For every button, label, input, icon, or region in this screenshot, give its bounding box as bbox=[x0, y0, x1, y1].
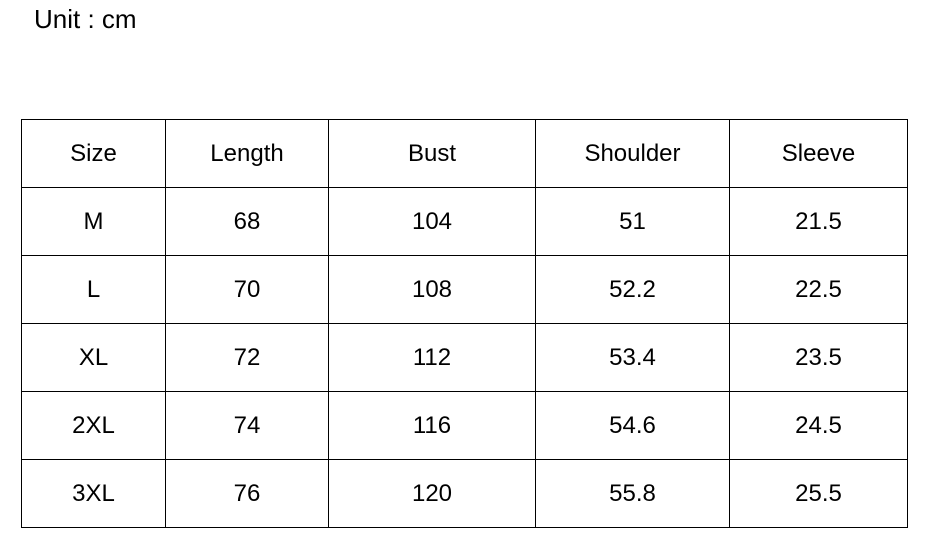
table-cell: 21.5 bbox=[729, 187, 908, 256]
header-row: Size Length Bust Shoulder Sleeve bbox=[21, 119, 908, 188]
size-chart-table: Size Length Bust Shoulder Sleeve M 68 104 51 21.5… bbox=[21, 119, 908, 528]
table-cell: 22.5 bbox=[729, 255, 908, 324]
table-cell: 51 bbox=[535, 187, 730, 256]
table-cell: 68 bbox=[165, 187, 329, 256]
unit-label: Unit : cm bbox=[34, 4, 137, 34]
header-cell: Size bbox=[21, 119, 166, 188]
table-cell: 25.5 bbox=[729, 459, 908, 528]
table-cell: XL bbox=[21, 323, 166, 392]
table-cell: 24.5 bbox=[729, 391, 908, 460]
table-cell: 72 bbox=[165, 323, 329, 392]
table-cell: 53.4 bbox=[535, 323, 730, 392]
table-cell: 74 bbox=[165, 391, 329, 460]
table-row: M 68 104 51 21.5 bbox=[21, 187, 908, 256]
header-cell: Shoulder bbox=[535, 119, 730, 188]
table-row: 2XL 74 116 54.6 24.5 bbox=[21, 391, 908, 460]
table-cell: M bbox=[21, 187, 166, 256]
table-row: XL 72 112 53.4 23.5 bbox=[21, 323, 908, 392]
header-cell: Sleeve bbox=[729, 119, 908, 188]
table-cell: L bbox=[21, 255, 166, 324]
table-cell: 112 bbox=[328, 323, 536, 392]
table-cell: 104 bbox=[328, 187, 536, 256]
table-cell: 76 bbox=[165, 459, 329, 528]
table-cell: 52.2 bbox=[535, 255, 730, 324]
table-cell: 116 bbox=[328, 391, 536, 460]
table-cell: 120 bbox=[328, 459, 536, 528]
table-cell: 3XL bbox=[21, 459, 166, 528]
table-row: L 70 108 52.2 22.5 bbox=[21, 255, 908, 324]
header-cell: Length bbox=[165, 119, 329, 188]
table-cell: 54.6 bbox=[535, 391, 730, 460]
table-row: 3XL 76 120 55.8 25.5 bbox=[21, 459, 908, 528]
table-cell: 70 bbox=[165, 255, 329, 324]
table-cell: 55.8 bbox=[535, 459, 730, 528]
table-cell: 23.5 bbox=[729, 323, 908, 392]
table-cell: 108 bbox=[328, 255, 536, 324]
header-cell: Bust bbox=[328, 119, 536, 188]
table-cell: 2XL bbox=[21, 391, 166, 460]
